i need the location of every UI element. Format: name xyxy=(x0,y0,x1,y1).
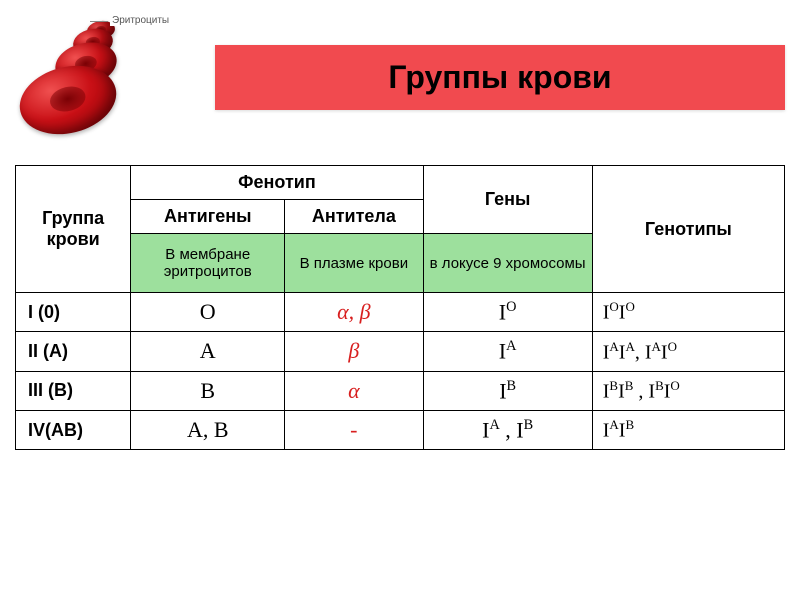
genotype-4: IAIB xyxy=(592,410,784,449)
antibody-3: α xyxy=(285,371,423,410)
erythrocyte-label: Эритроциты xyxy=(110,15,171,26)
loc-antibodies: В плазме крови xyxy=(285,234,423,293)
th-genotypes: Генотипы xyxy=(592,166,784,293)
erythrocyte-illustration: Эритроциты xyxy=(15,15,195,145)
table-row: I (0) O α, β IO IOIO xyxy=(16,293,785,332)
header-row-1: Группа крови Фенотип Гены Генотипы xyxy=(16,166,785,200)
antigen-1: O xyxy=(131,293,285,332)
antibody-4: - xyxy=(285,410,423,449)
group-4: IV(AB) xyxy=(16,410,131,449)
genotype-3: IBIB , IBIO xyxy=(592,371,784,410)
antigen-4: A, B xyxy=(131,410,285,449)
table-row: III (B) B α IB IBIB , IBIO xyxy=(16,371,785,410)
genotype-2: IAIA, IAIO xyxy=(592,332,784,371)
th-antibodies: Антитела xyxy=(285,200,423,234)
th-antigens: Антигены xyxy=(131,200,285,234)
group-3: III (B) xyxy=(16,371,131,410)
gene-1: IO xyxy=(423,293,592,332)
antibody-1: α, β xyxy=(285,293,423,332)
antibody-2: β xyxy=(285,332,423,371)
gene-2: IA xyxy=(423,332,592,371)
blood-type-table: Группа крови Фенотип Гены Генотипы Антиг… xyxy=(15,165,785,450)
loc-antigens: В мембране эритроцитов xyxy=(131,234,285,293)
gene-3: IB xyxy=(423,371,592,410)
th-group: Группа крови xyxy=(16,166,131,293)
th-genes: Гены xyxy=(423,166,592,234)
th-pheno: Фенотип xyxy=(131,166,423,200)
group-2: II (A) xyxy=(16,332,131,371)
loc-genes: в локусе 9 хромосомы xyxy=(423,234,592,293)
page-title: Группы крови xyxy=(215,45,785,110)
genotype-1: IOIO xyxy=(592,293,784,332)
table-row: IV(AB) A, B - IA , IB IAIB xyxy=(16,410,785,449)
table-row: II (A) A β IA IAIA, IAIO xyxy=(16,332,785,371)
group-1: I (0) xyxy=(16,293,131,332)
gene-4: IA , IB xyxy=(423,410,592,449)
antigen-3: B xyxy=(131,371,285,410)
antigen-2: A xyxy=(131,332,285,371)
header-row: Эритроциты Группы крови xyxy=(15,15,785,145)
